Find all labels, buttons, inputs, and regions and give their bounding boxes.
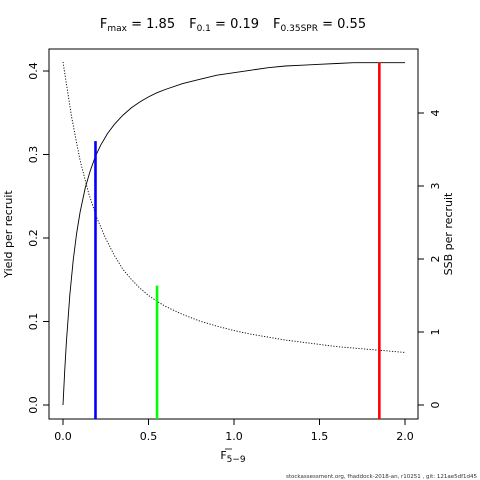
title-f035-sub: 0.35SPR	[281, 24, 318, 34]
left-y-tick-label: 0.3	[27, 146, 40, 164]
plot-frame	[48, 48, 419, 420]
yield-per-recruit-curve	[62, 62, 405, 406]
x-tick-label: 2.0	[396, 430, 414, 443]
right-y-tick-label: 2	[429, 256, 442, 263]
left-y-axis-label: Yield per recruit	[2, 190, 15, 279]
chart-title: Fmax = 1.85 F0.1 = 0.19 F0.35SPR = 0.55	[100, 17, 366, 34]
title-f035-value: 0.55	[337, 17, 366, 32]
x-axis: 0.0 0.5 1.0 1.5 2.0	[54, 419, 414, 443]
left-y-tick-label: 0.2	[27, 229, 40, 247]
title-f035-base: F	[273, 17, 280, 32]
ssb-per-recruit-curve	[62, 61, 406, 353]
left-y-tick-label: 0.4	[27, 62, 40, 80]
series-group	[62, 61, 406, 406]
x-axis-label: F5−9	[220, 449, 246, 465]
right-y-axis-label: SSB per recruit	[442, 192, 455, 275]
left-y-tick-label: 0.0	[27, 396, 40, 414]
x-tick-label: 1.5	[311, 430, 329, 443]
x-tick-label: 1.0	[225, 430, 243, 443]
title-f01-sub: 0.1	[197, 24, 211, 34]
left-y-tick-label: 0.1	[27, 313, 40, 331]
title-fmax-value: 1.85	[146, 17, 175, 32]
right-y-tick-label: 3	[429, 183, 442, 190]
title-f01-base: F	[189, 17, 196, 32]
title-f01-value: 0.19	[230, 17, 259, 32]
x-tick-label: 0.5	[140, 430, 158, 443]
x-axis-label-sub: 5−9	[227, 455, 246, 465]
right-y-axis: 0 1 2 3 4	[418, 110, 442, 409]
title-fmax-sub: max	[107, 24, 127, 34]
right-y-tick-label: 4	[429, 110, 442, 117]
right-y-tick-label: 0	[429, 402, 442, 409]
title-fmax-base: F	[100, 17, 107, 32]
reference-lines	[94, 62, 381, 419]
footer-text: stockassessment.org, fhaddock-2018-an, r…	[286, 474, 477, 480]
x-axis-label-base: F	[220, 449, 226, 462]
right-y-tick-label: 1	[429, 329, 442, 336]
x-tick-label: 0.0	[54, 430, 72, 443]
left-y-axis: 0.0 0.1 0.2 0.3 0.4	[27, 62, 49, 414]
